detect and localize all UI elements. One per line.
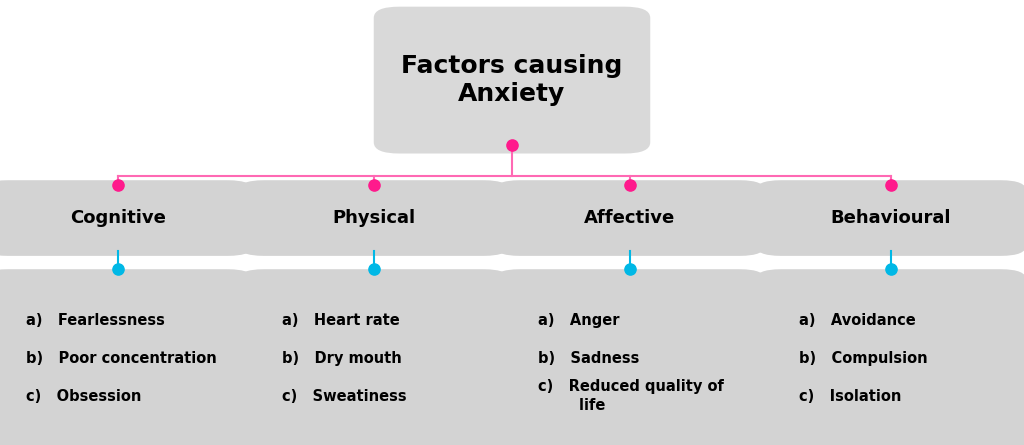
Text: c)   Reduced quality of
        life: c) Reduced quality of life [539,379,724,413]
Text: Factors causing
Anxiety: Factors causing Anxiety [401,54,623,106]
Text: Cognitive: Cognitive [70,209,166,227]
Text: c)   Isolation: c) Isolation [799,388,901,404]
Text: b)   Sadness: b) Sadness [539,351,639,366]
Point [366,181,382,188]
FancyBboxPatch shape [755,269,1024,445]
FancyBboxPatch shape [494,269,765,445]
Text: b)   Dry mouth: b) Dry mouth [283,351,401,366]
Text: a)   Fearlessness: a) Fearlessness [27,313,165,328]
Point [622,266,638,273]
Text: a)   Heart rate: a) Heart rate [283,313,399,328]
Point [883,266,899,273]
Text: Physical: Physical [332,209,416,227]
FancyBboxPatch shape [238,180,510,256]
Text: b)   Compulsion: b) Compulsion [799,351,928,366]
Text: b)   Poor concentration: b) Poor concentration [27,351,217,366]
Text: c)   Sweatiness: c) Sweatiness [283,388,407,404]
Text: Behavioural: Behavioural [830,209,951,227]
FancyBboxPatch shape [238,269,510,445]
Point [366,266,382,273]
Text: c)   Obsession: c) Obsession [27,388,141,404]
Point [622,181,638,188]
FancyBboxPatch shape [374,7,650,154]
FancyBboxPatch shape [755,180,1024,256]
Point [110,266,126,273]
FancyBboxPatch shape [0,180,254,256]
FancyBboxPatch shape [494,180,765,256]
FancyBboxPatch shape [0,269,254,445]
Point [110,181,126,188]
Text: a)   Avoidance: a) Avoidance [799,313,916,328]
Text: a)   Anger: a) Anger [539,313,620,328]
Point [504,141,520,148]
Point [883,181,899,188]
Text: Affective: Affective [584,209,676,227]
